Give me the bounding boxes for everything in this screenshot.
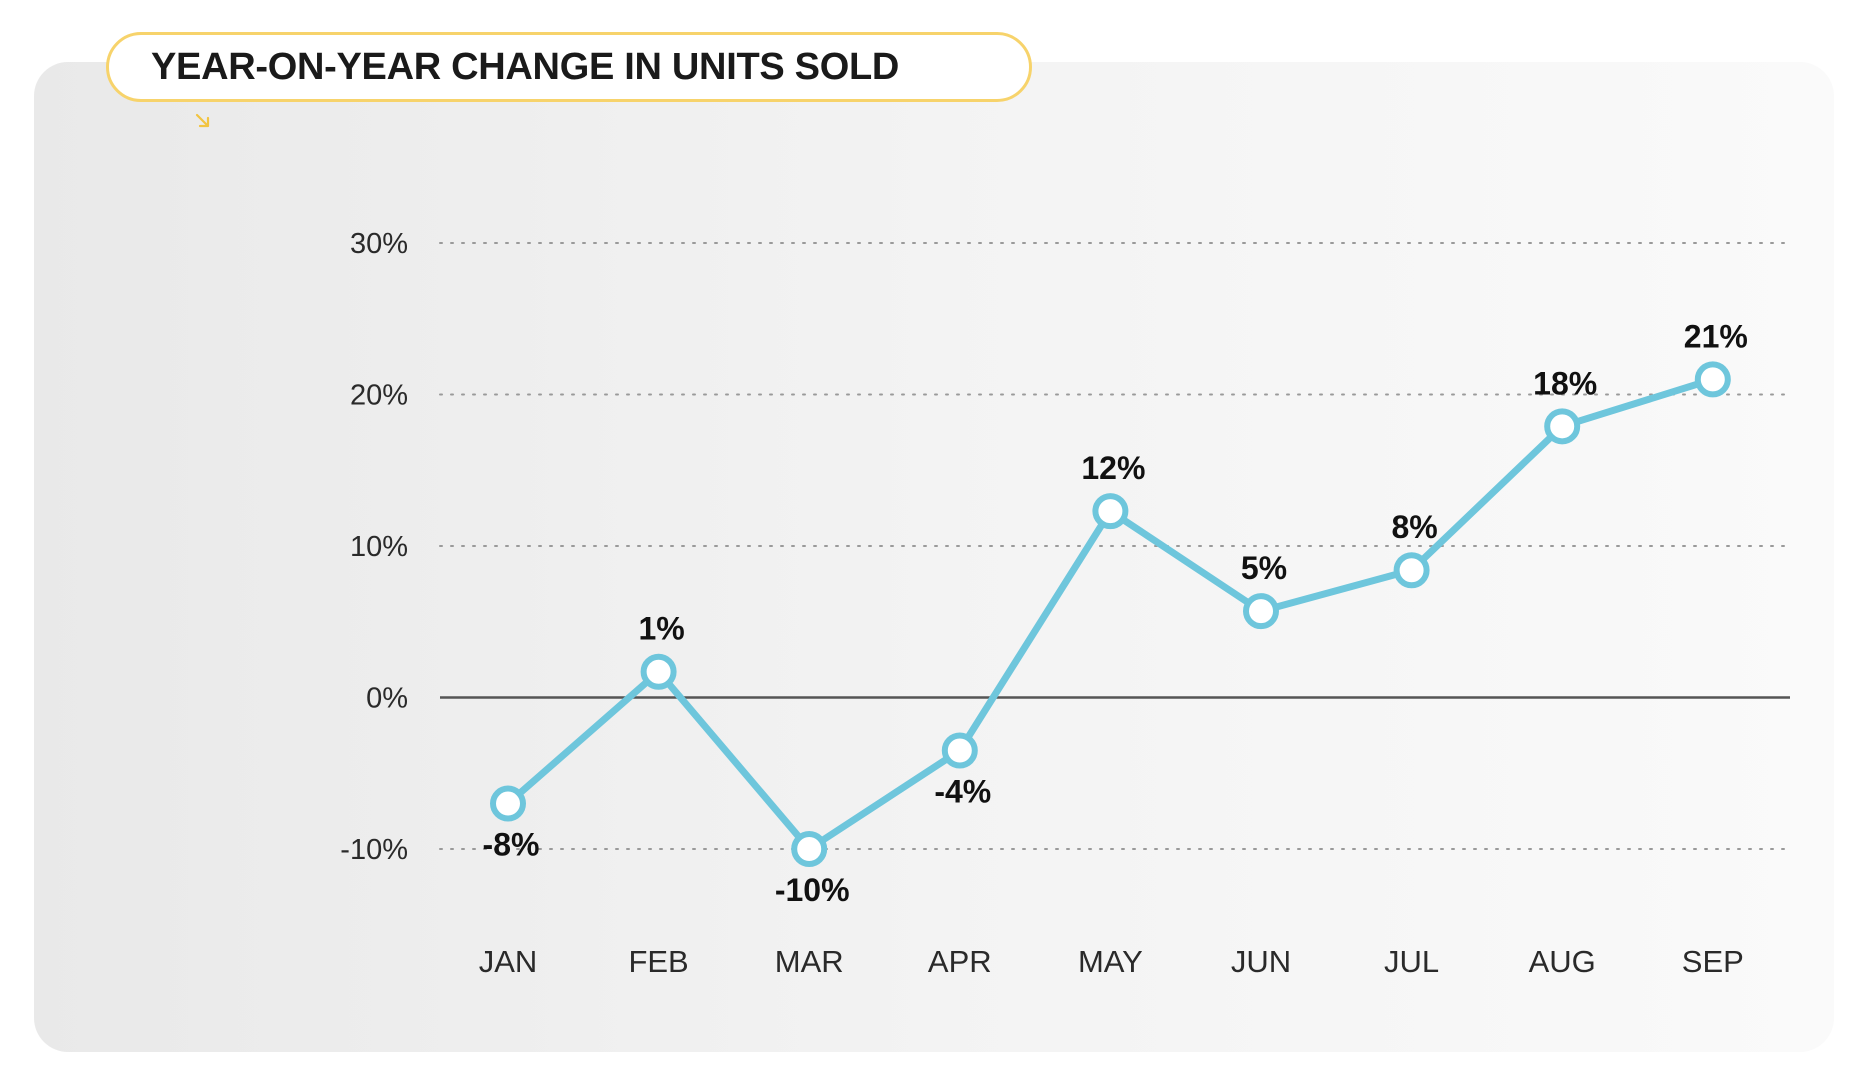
data-label: 18%: [1533, 365, 1597, 401]
data-point: [1243, 593, 1279, 630]
data-label: -10%: [775, 872, 850, 908]
data-point: [1694, 361, 1731, 398]
chart-title: YEAR-ON-YEAR CHANGE IN UNITS SOLD: [151, 45, 900, 88]
x-category-label: SEP: [1682, 944, 1744, 979]
y-axis-ticks: -10% 0% 10% 20% 30%: [340, 228, 408, 866]
data-label: -8%: [483, 827, 540, 863]
x-category-label: MAR: [775, 944, 844, 979]
data-point: [791, 831, 828, 867]
arrow-down-right-icon: [195, 113, 210, 128]
data-label: 1%: [638, 611, 684, 647]
data-label: 5%: [1241, 550, 1287, 586]
data-point: [640, 653, 677, 690]
chart-title-pill: YEAR-ON-YEAR CHANGE IN UNITS SOLD: [106, 32, 1032, 102]
y-tick-label: 20%: [350, 380, 408, 412]
grid-lines: [439, 242, 1791, 850]
x-category-label: JAN: [479, 944, 538, 979]
y-tick-label: 10%: [350, 531, 408, 563]
x-category-label: MAY: [1078, 944, 1143, 979]
y-tick-label: 30%: [350, 228, 408, 260]
y-tick-label: -10%: [340, 834, 408, 866]
data-label: -4%: [934, 774, 991, 810]
x-category-label: FEB: [628, 944, 688, 979]
data-point: [1393, 552, 1430, 589]
x-category-label: AUG: [1529, 944, 1596, 979]
chart-panel: [34, 62, 1834, 1052]
y-tick-label: 0%: [366, 683, 408, 715]
x-category-label: JUL: [1384, 944, 1439, 979]
x-axis-categories: JAN FEB MAR APR MAY JUN JUL AUG SEP: [479, 944, 1744, 979]
data-label: 8%: [1391, 509, 1437, 545]
data-labels: -8% 1% -10% -4% 12% 5% 8% 18% 21%: [483, 318, 1748, 908]
data-points: [490, 361, 1731, 867]
data-label: 21%: [1684, 318, 1748, 354]
data-point: [941, 732, 978, 769]
x-category-label: APR: [928, 944, 992, 979]
data-label: 12%: [1081, 450, 1145, 486]
data-point: [1544, 408, 1581, 445]
x-category-label: JUN: [1231, 944, 1291, 979]
data-point: [490, 785, 526, 822]
data-point: [1092, 493, 1129, 530]
